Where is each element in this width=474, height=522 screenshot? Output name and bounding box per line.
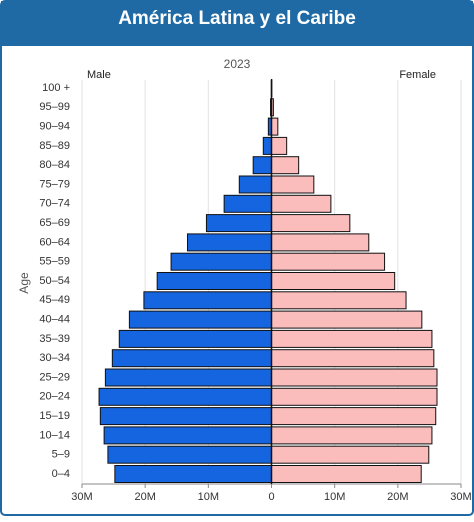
bar — [108, 446, 272, 463]
x-tick-label: 20M — [134, 491, 155, 503]
bar — [272, 330, 432, 347]
bar — [272, 137, 287, 154]
y-tick-label: 25–29 — [39, 371, 70, 383]
y-tick-label: 10–14 — [39, 429, 70, 441]
bar — [187, 234, 271, 251]
y-tick-label: 65–69 — [39, 217, 70, 229]
bar — [272, 350, 434, 367]
y-tick-label: 90–94 — [39, 121, 70, 133]
y-tick-label: 95–99 — [39, 101, 70, 113]
bar — [100, 408, 271, 425]
bar — [263, 137, 271, 154]
bar — [272, 234, 369, 251]
bar — [272, 466, 422, 483]
bar — [272, 273, 395, 290]
y-tick-label: 80–84 — [39, 159, 70, 171]
bar — [272, 408, 436, 425]
chart-title: América Latina y el Caribe — [118, 8, 356, 29]
bar — [272, 311, 422, 328]
bar — [206, 215, 271, 232]
bar — [224, 195, 271, 212]
x-tick-label: 30M — [71, 491, 92, 503]
y-tick-label: 15–19 — [39, 410, 70, 422]
legend-female: Female — [399, 69, 436, 81]
subtitle: 2023 — [224, 57, 251, 71]
bar — [272, 215, 350, 232]
x-tick-label: 10M — [198, 491, 219, 503]
x-tick-label: 0 — [268, 491, 274, 503]
y-tick-label: 50–54 — [39, 275, 70, 287]
y-tick-label: 100 + — [42, 82, 70, 94]
y-tick-label: 30–34 — [39, 352, 70, 364]
bar — [105, 369, 271, 386]
x-tick-label: 20M — [387, 491, 408, 503]
y-tick-label: 70–74 — [39, 198, 70, 210]
bar — [239, 176, 271, 193]
y-tick-label: 20–24 — [39, 391, 70, 403]
bar — [119, 330, 271, 347]
bar — [272, 388, 437, 405]
y-tick-label: 35–39 — [39, 333, 70, 345]
bar — [272, 176, 314, 193]
bar — [272, 427, 432, 444]
legend-male: Male — [87, 69, 111, 81]
y-axis-label: Age — [17, 272, 31, 294]
y-tick-label: 55–59 — [39, 256, 70, 268]
bar — [272, 446, 429, 463]
bar — [272, 369, 437, 386]
y-tick-label: 40–44 — [39, 314, 70, 326]
bar — [144, 292, 272, 309]
x-tick-label: 30M — [450, 491, 471, 503]
x-tick-label: 10M — [324, 491, 345, 503]
bar — [272, 292, 407, 309]
bar — [272, 253, 385, 270]
y-tick-label: 0–4 — [52, 468, 70, 480]
y-tick-label: 5–9 — [52, 449, 70, 461]
bar — [171, 253, 271, 270]
bar — [115, 466, 272, 483]
bar — [272, 157, 299, 174]
bar — [99, 388, 271, 405]
y-tick-label: 60–64 — [39, 236, 70, 248]
bar — [129, 311, 271, 328]
y-tick-label: 85–89 — [39, 140, 70, 152]
bar — [253, 157, 271, 174]
bar — [157, 273, 271, 290]
y-tick-label: 45–49 — [39, 294, 70, 306]
bar — [112, 350, 271, 367]
bar — [272, 195, 331, 212]
bar — [272, 118, 278, 135]
bar — [104, 427, 271, 444]
y-tick-label: 75–79 — [39, 178, 70, 190]
